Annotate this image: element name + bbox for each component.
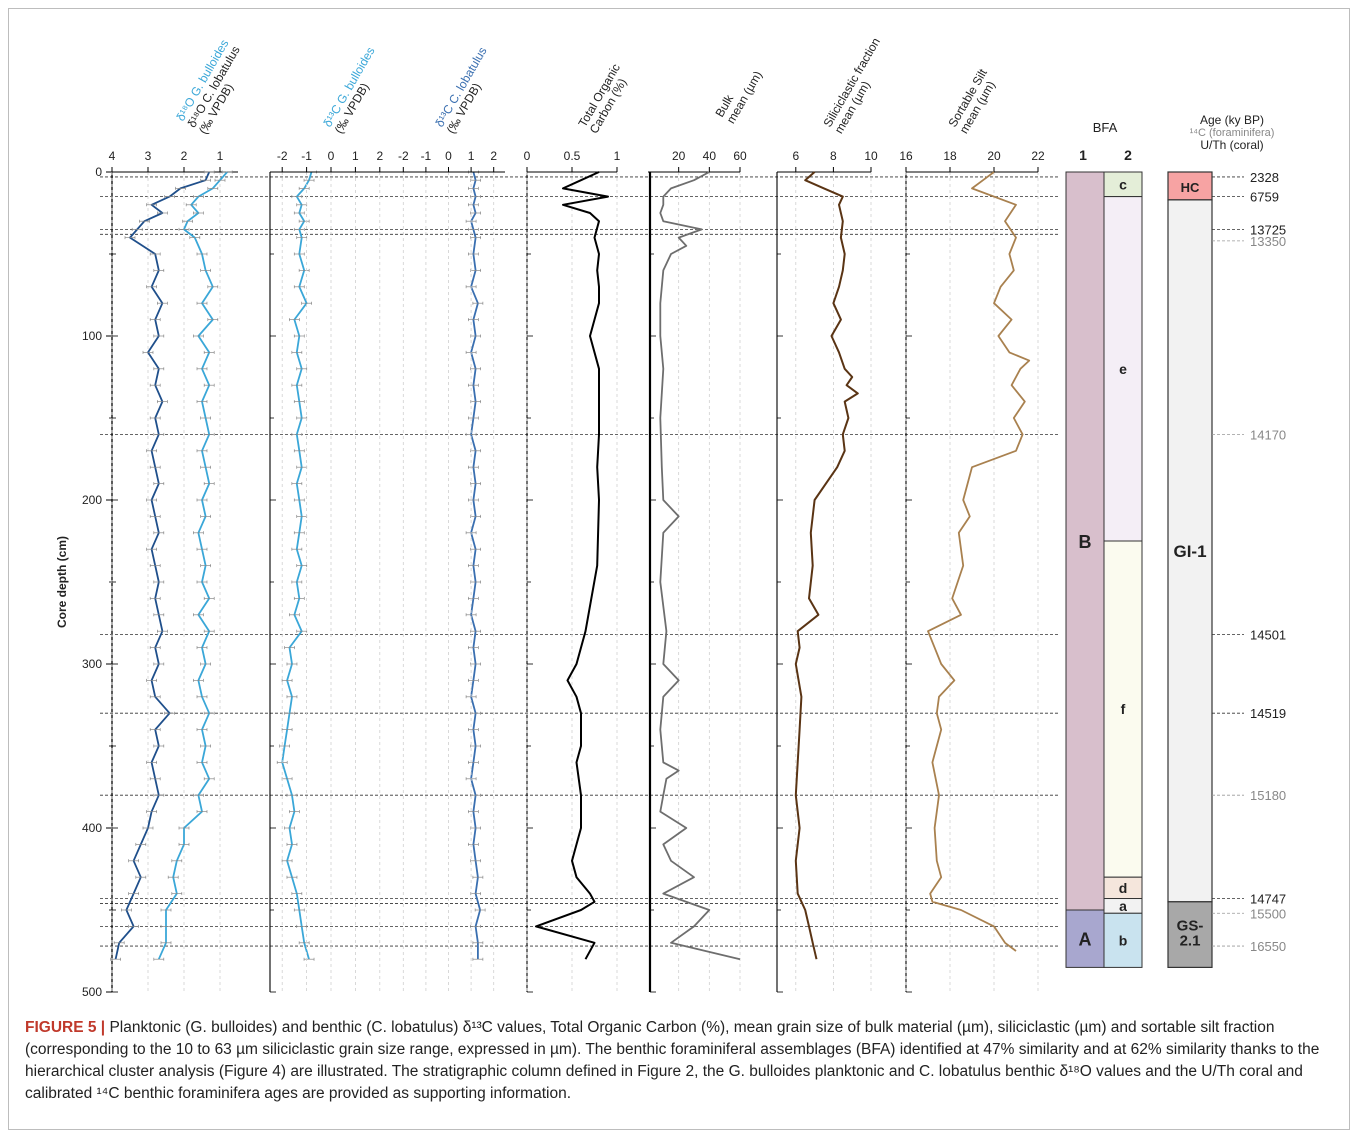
tick-label-d18O-1: 3: [145, 149, 152, 163]
caption-label: FIGURE 5 |: [25, 1019, 106, 1036]
series-line-bulk-0: [659, 171, 741, 961]
depth-tick-label-0: 0: [95, 165, 102, 179]
series-line-sortable_silt-0: [927, 171, 1031, 952]
figure-frame: [8, 8, 1350, 1130]
age-label-16550: 16550: [1250, 939, 1286, 954]
bfa1-unit-label-B: B: [1079, 532, 1092, 552]
stage-GS-2.1: [1167, 901, 1213, 968]
tick-label-bulk-2: 60: [733, 149, 747, 163]
tick-label-d18O-0: 4: [109, 149, 116, 163]
bfa1-unit-label-A: A: [1079, 930, 1092, 950]
age-label-13350: 13350: [1250, 234, 1286, 249]
age-label-14501: 14501: [1250, 627, 1286, 642]
depth-tick-label-500: 500: [82, 985, 102, 999]
stage-HC: [1167, 171, 1213, 201]
tick-label-d13C_lobatulus-4: 2: [490, 149, 497, 163]
stage-label-GI-1: GI-1: [1173, 542, 1206, 561]
age-label-14170: 14170: [1250, 427, 1286, 442]
series-line-d18O-0: [157, 171, 228, 960]
bfa2-unit-c: [1103, 171, 1143, 198]
bfa2-unit-label-e: e: [1119, 361, 1127, 377]
bfa2-unit-label-a: a: [1119, 898, 1127, 914]
tick-label-siliciclastic-1: 8: [830, 149, 837, 163]
bfa2-unit-b: [1103, 912, 1143, 968]
age-label-13725: 13725: [1250, 222, 1286, 237]
tick-label-d18O-2: 2: [181, 149, 188, 163]
tick-label-d13C_bulloides-1: -1: [301, 149, 312, 163]
tick-label-d13C_lobatulus-3: 1: [468, 149, 475, 163]
bfa2-unit-label-f: f: [1121, 701, 1126, 717]
age-label-15500: 15500: [1250, 906, 1286, 921]
stage-label-HC: HC: [1181, 180, 1200, 195]
tick-label-d13C_bulloides-2: 0: [328, 149, 335, 163]
series-line-toc-0: [535, 171, 609, 960]
tick-label-sortable_silt-2: 20: [987, 149, 1001, 163]
tick-label-toc-0: 0: [524, 149, 531, 163]
bfa2-unit-label-d: d: [1119, 880, 1128, 896]
bfa-col2-label: 2: [1124, 147, 1132, 163]
tick-label-bulk-0: 20: [672, 149, 686, 163]
tick-label-d13C_bulloides-3: 1: [352, 149, 359, 163]
bfa2-unit-label-b: b: [1119, 932, 1128, 948]
depth-tick-label-200: 200: [82, 493, 102, 507]
depth-tick-label-300: 300: [82, 657, 102, 671]
bfa2-unit-f: [1103, 540, 1143, 878]
title-d13C-lobatulus: δ¹³C C. lobatulus(‰ VPDB): [432, 45, 489, 136]
tick-label-toc-2: 1: [614, 149, 621, 163]
depth-axis-label: Core depth (cm): [55, 536, 69, 628]
caption-text: Planktonic (G. bulloides) and benthic (C…: [25, 1019, 1320, 1102]
age-label-15180: 15180: [1250, 788, 1286, 803]
depth-tick-label-100: 100: [82, 329, 102, 343]
tick-label-toc-1: 0.5: [564, 149, 581, 163]
age-title-1: Age (ky BP): [1200, 113, 1264, 127]
age-title-3: U/Th (coral): [1200, 138, 1263, 152]
series-line-siliciclastic-0: [794, 171, 859, 960]
tick-label-sortable_silt-0: 16: [899, 149, 913, 163]
age-label-14519: 14519: [1250, 706, 1286, 721]
bfa1-unit-B: [1065, 171, 1105, 911]
age-label-2328: 2328: [1250, 170, 1279, 185]
tick-label-bulk-1: 40: [703, 149, 717, 163]
tick-label-sortable_silt-3: 22: [1031, 149, 1045, 163]
age-label-6759: 6759: [1250, 190, 1279, 205]
tick-label-sortable_silt-1: 18: [943, 149, 957, 163]
title-d13C-bulloides: δ¹³C G. bulloides(‰ VPDB): [320, 45, 377, 136]
stage-label-GS-2.1-2: 2.1: [1180, 933, 1201, 950]
tick-label-d13C_bulloides-4: 2: [376, 149, 383, 163]
stage-label-GS-2.1-1: GS-: [1177, 918, 1204, 935]
tick-label-d13C_bulloides-0: -2: [277, 149, 288, 163]
bfa2-unit-label-c: c: [1119, 176, 1127, 192]
figure-caption: FIGURE 5 | Planktonic (G. bulloides) and…: [25, 1017, 1340, 1105]
tick-label-d18O-3: 1: [217, 149, 224, 163]
depth-tick-label-400: 400: [82, 821, 102, 835]
bfa2-unit-e: [1103, 196, 1143, 542]
bfa-col1-label: 1: [1079, 147, 1087, 163]
series-line-d18O-1: [114, 171, 211, 960]
tick-label-d13C_lobatulus-2: 0: [445, 149, 452, 163]
tick-label-siliciclastic-2: 10: [864, 149, 878, 163]
tick-label-d13C_lobatulus-0: -2: [398, 149, 409, 163]
age-label-14747: 14747: [1250, 892, 1286, 907]
tick-label-d13C_lobatulus-1: -1: [421, 149, 432, 163]
bfa-title: BFA: [1093, 120, 1118, 135]
stage-GI-1: [1167, 199, 1213, 903]
age-title-2: ¹⁴C (foraminifera): [1190, 127, 1275, 139]
tick-label-siliciclastic-0: 6: [792, 149, 799, 163]
